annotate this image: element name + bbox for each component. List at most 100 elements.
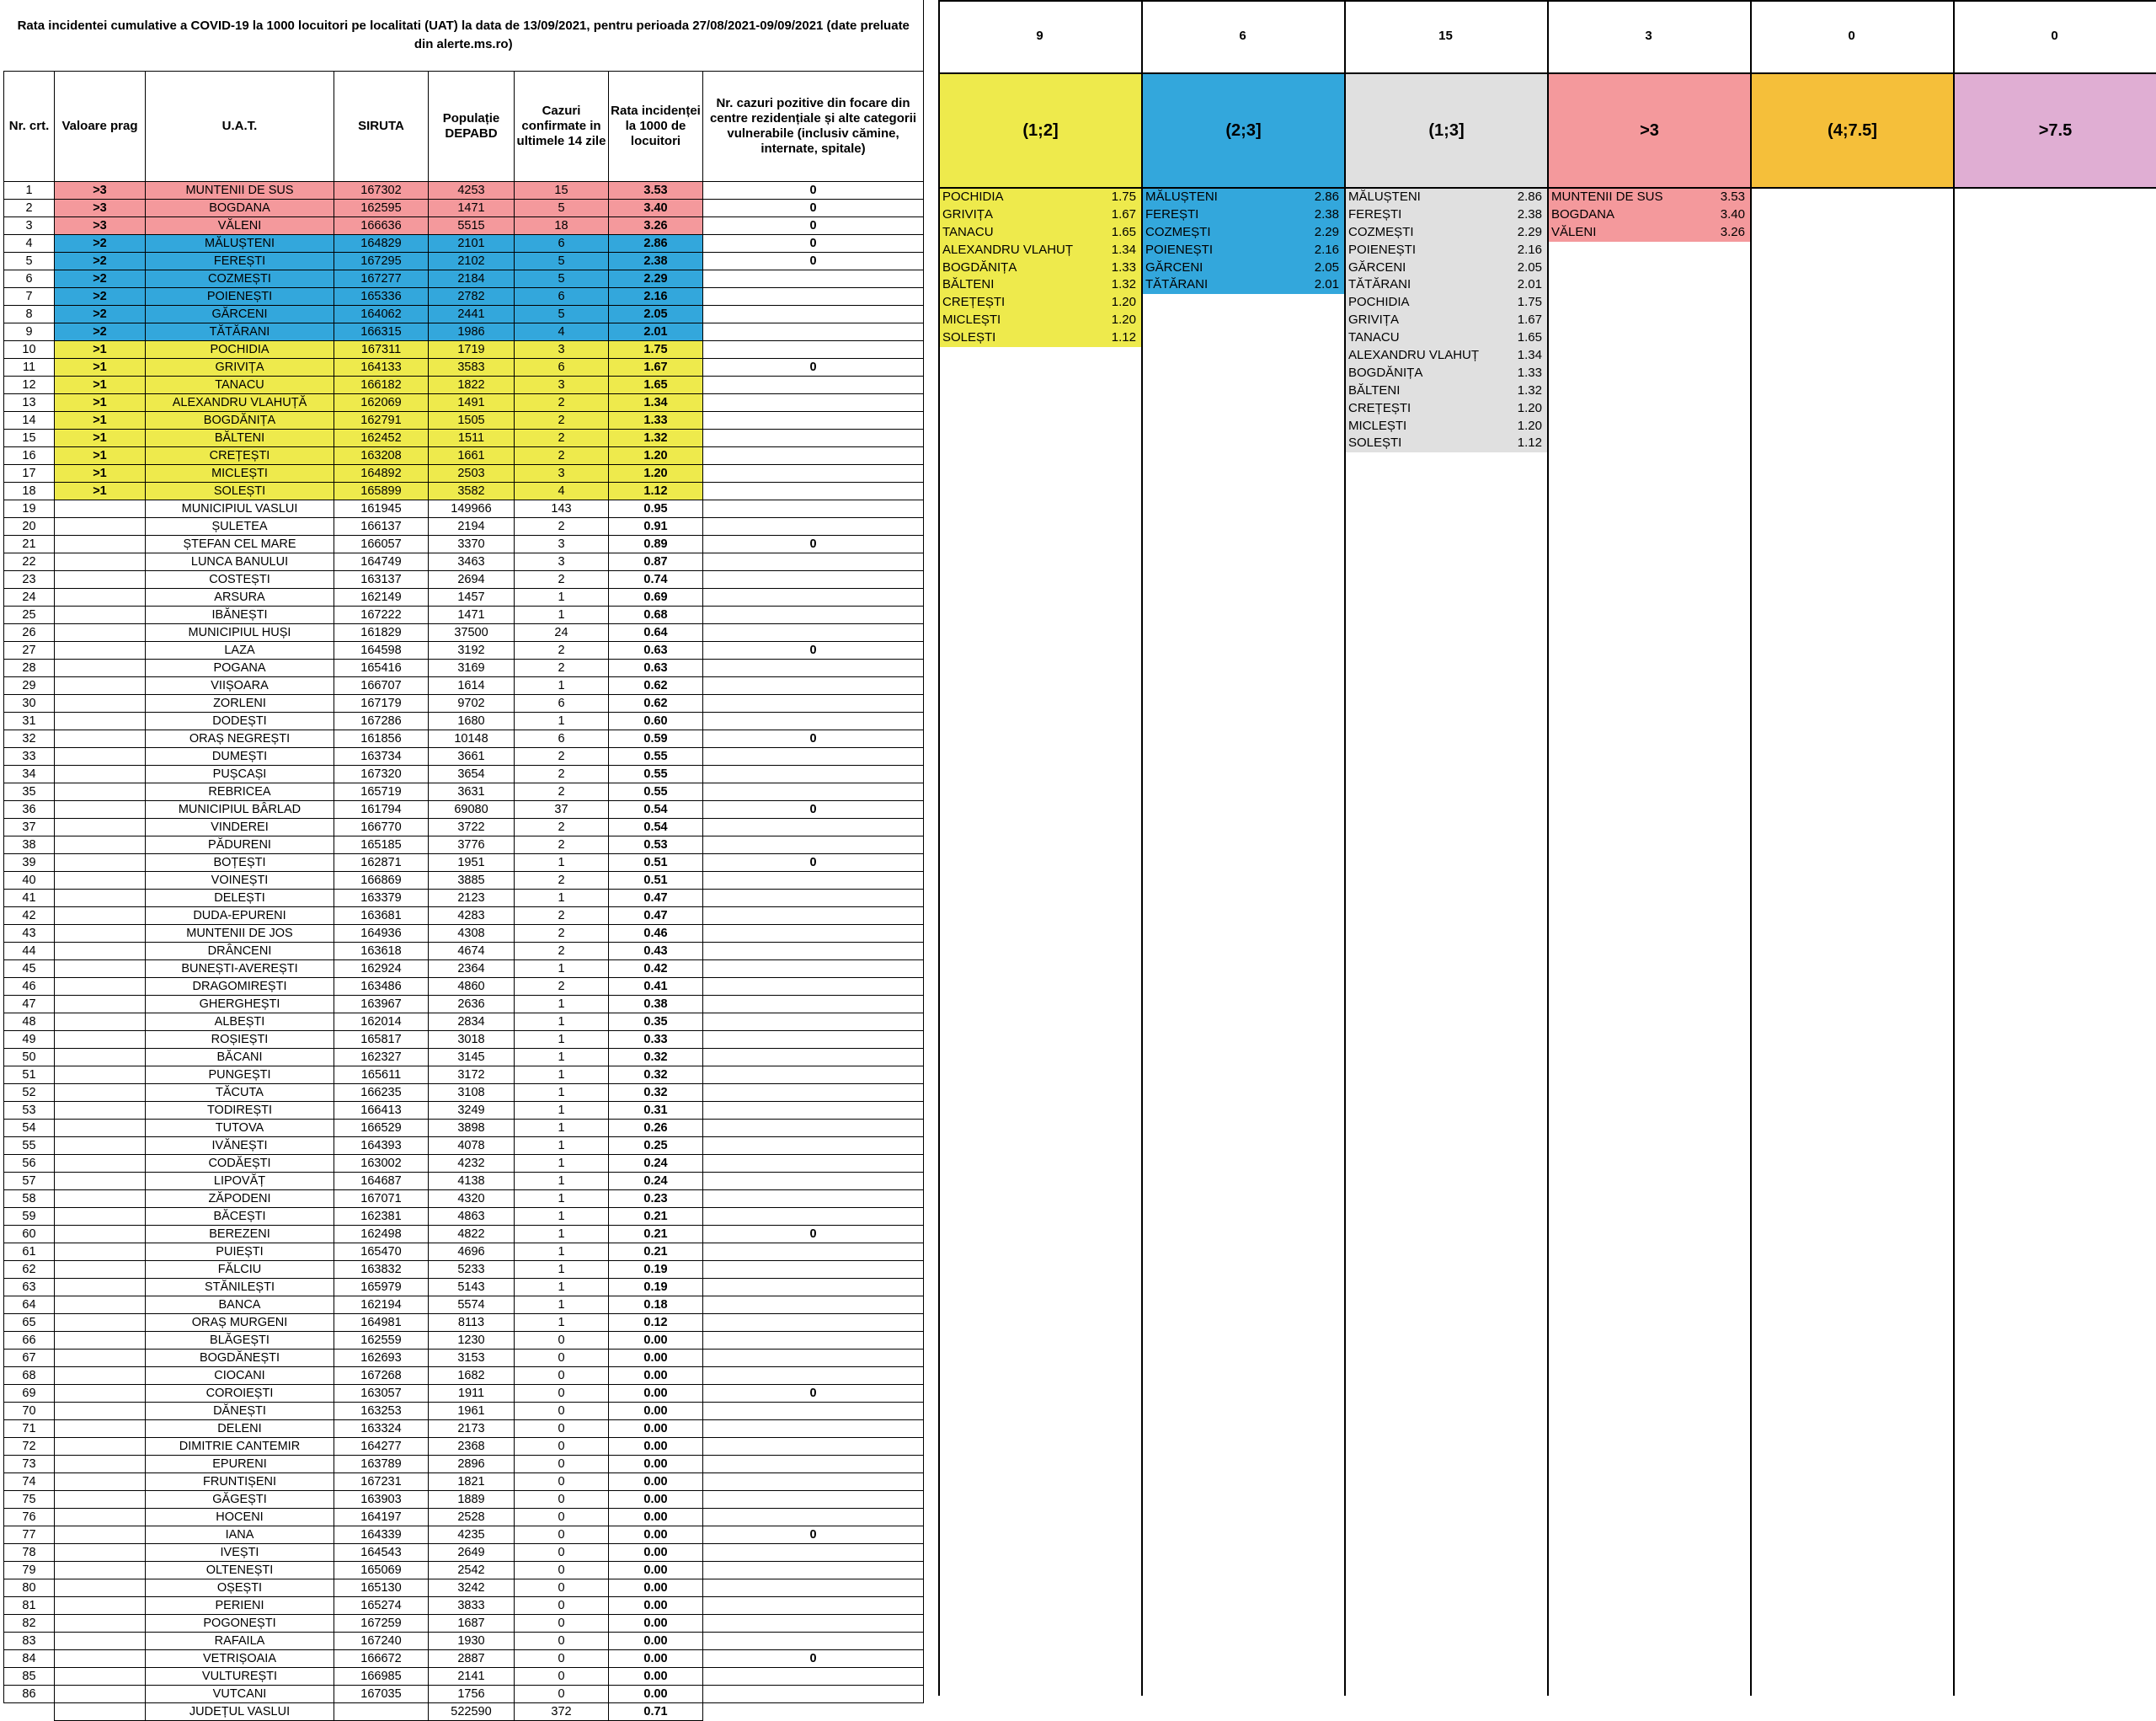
panel-list-item: BOGDANA 3.40 [1549, 206, 1750, 224]
panel-list-item: MICLEȘTI 1.20 [940, 312, 1141, 330]
panel-count: 3 [1645, 29, 1652, 43]
panel-item-name: BĂLTENI [1348, 382, 1401, 398]
cazuri-cell: 1 [514, 606, 609, 624]
panel-item-name: ALEXANDRU VLAHUȚ [1348, 348, 1480, 363]
rata-cell: 2.29 [608, 270, 703, 288]
panel-item-value: 2.01 [1517, 277, 1542, 292]
prag-cell [54, 995, 146, 1013]
siruta-cell: 166137 [334, 517, 429, 536]
prag-cell [54, 1384, 146, 1403]
cazuri-cell: 2 [514, 517, 609, 536]
cazuri-cell: 3 [514, 376, 609, 394]
total-row: JUDEȚUL VASLUI 522590 372 0.71 [3, 1702, 924, 1721]
focare-cell [702, 588, 924, 607]
focare-cell [702, 924, 924, 943]
focare-cell [702, 340, 924, 359]
prag-cell [54, 1136, 146, 1155]
uat-cell: PUNGEȘTI [145, 1066, 334, 1084]
panel-item-name: FEREȘTI [1145, 206, 1199, 222]
panel-range-label: (2;3] [1143, 74, 1344, 187]
cazuri-cell: 2 [514, 641, 609, 660]
populatie-cell: 2694 [428, 570, 515, 589]
rata-cell: 0.24 [608, 1172, 703, 1190]
panel-item-name: POCHIDIA [1348, 295, 1410, 310]
rata-cell: 0.00 [608, 1685, 703, 1703]
focare-cell [702, 1331, 924, 1350]
cazuri-cell: 1 [514, 1030, 609, 1049]
panel-item-name: MICLEȘTI [1348, 418, 1407, 433]
cazuri-cell: 0 [514, 1472, 609, 1491]
siruta-cell: 162871 [334, 853, 429, 872]
nr-cell: 46 [3, 977, 55, 996]
nr-cell: 65 [3, 1313, 55, 1332]
prag-cell [54, 1402, 146, 1420]
panel-item-value: 2.16 [1517, 242, 1542, 257]
rata-cell: 0.00 [608, 1366, 703, 1385]
cazuri-cell: 0 [514, 1331, 609, 1350]
populatie-cell: 1471 [428, 606, 515, 624]
rata-cell: 0.00 [608, 1402, 703, 1420]
focare-cell [702, 606, 924, 624]
populatie-cell: 2896 [428, 1455, 515, 1473]
nr-cell: 48 [3, 1013, 55, 1031]
siruta-cell: 165069 [334, 1561, 429, 1579]
uat-cell: LAZA [145, 641, 334, 660]
rata-cell: 0.25 [608, 1136, 703, 1155]
cazuri-cell: 5 [514, 199, 609, 217]
rata-cell: 0.31 [608, 1101, 703, 1120]
table-row: 84 VETRIȘOAIA 166672 2887 0 0.00 0 [3, 1649, 924, 1668]
rata-cell: 0.69 [608, 588, 703, 607]
panel-item-name: VĂLENI [1551, 224, 1597, 239]
panel-item-name: TANACU [942, 224, 994, 239]
prag-cell [54, 1543, 146, 1562]
header-cazuri: Cazuri confirmate in ultimele 14 zile [514, 71, 609, 182]
populatie-cell: 1719 [428, 340, 515, 359]
focare-cell [702, 1048, 924, 1066]
panel-list-item: POCHIDIA 1.75 [1346, 294, 1547, 313]
populatie-cell: 3370 [428, 535, 515, 553]
table-row: 14 >1 BOGDĂNIȚA 162791 1505 2 1.33 [3, 411, 924, 430]
uat-cell: ZORLENI [145, 694, 334, 713]
populatie-cell: 1687 [428, 1614, 515, 1633]
table-row: 75 GĂGEȘTI 163903 1889 0 0.00 [3, 1490, 924, 1509]
uat-cell: ȘULETEA [145, 517, 334, 536]
nr-cell: 49 [3, 1030, 55, 1049]
cazuri-cell: 6 [514, 287, 609, 306]
panel-list-item: SOLEȘTI 1.12 [940, 329, 1141, 348]
cazuri-cell: 2 [514, 429, 609, 447]
nr-cell: 54 [3, 1119, 55, 1137]
table-row: 81 PERIENI 165274 3833 0 0.00 [3, 1596, 924, 1615]
cazuri-cell: 0 [514, 1490, 609, 1509]
panel-divider-horizontal [938, 0, 2156, 2]
panel-list-item: TANACU 1.65 [940, 223, 1141, 242]
prag-cell [54, 712, 146, 730]
populatie-cell: 2441 [428, 305, 515, 323]
report-title: Rata incidentei cumulative a COVID-19 la… [3, 0, 924, 72]
uat-cell: POIENEȘTI [145, 287, 334, 306]
panel-item-name: POIENEȘTI [1348, 242, 1417, 257]
siruta-cell: 165817 [334, 1030, 429, 1049]
nr-cell: 56 [3, 1154, 55, 1173]
cazuri-cell: 2 [514, 977, 609, 996]
focare-cell: 0 [702, 199, 924, 217]
focare-cell [702, 942, 924, 960]
table-row: 34 PUȘCAȘI 167320 3654 2 0.55 [3, 765, 924, 783]
table-row: 83 RAFAILA 167240 1930 0 0.00 [3, 1632, 924, 1650]
siruta-cell: 167231 [334, 1472, 429, 1491]
cazuri-cell: 1 [514, 1172, 609, 1190]
prag-cell [54, 1349, 146, 1367]
total-empty-cell [334, 1702, 429, 1721]
focare-cell [702, 517, 924, 536]
uat-cell: COZMEȘTI [145, 270, 334, 288]
focare-cell [702, 411, 924, 430]
rata-cell: 0.64 [608, 623, 703, 642]
cazuri-cell: 0 [514, 1419, 609, 1438]
populatie-cell: 2528 [428, 1508, 515, 1526]
uat-cell: DIMITRIE CANTEMIR [145, 1437, 334, 1456]
panel-item-value: 2.38 [1517, 206, 1542, 222]
focare-cell [702, 1490, 924, 1509]
nr-cell: 75 [3, 1490, 55, 1509]
uat-cell: DRAGOMIREȘTI [145, 977, 334, 996]
populatie-cell: 5515 [428, 216, 515, 235]
uat-cell: VIIȘOARA [145, 676, 334, 695]
